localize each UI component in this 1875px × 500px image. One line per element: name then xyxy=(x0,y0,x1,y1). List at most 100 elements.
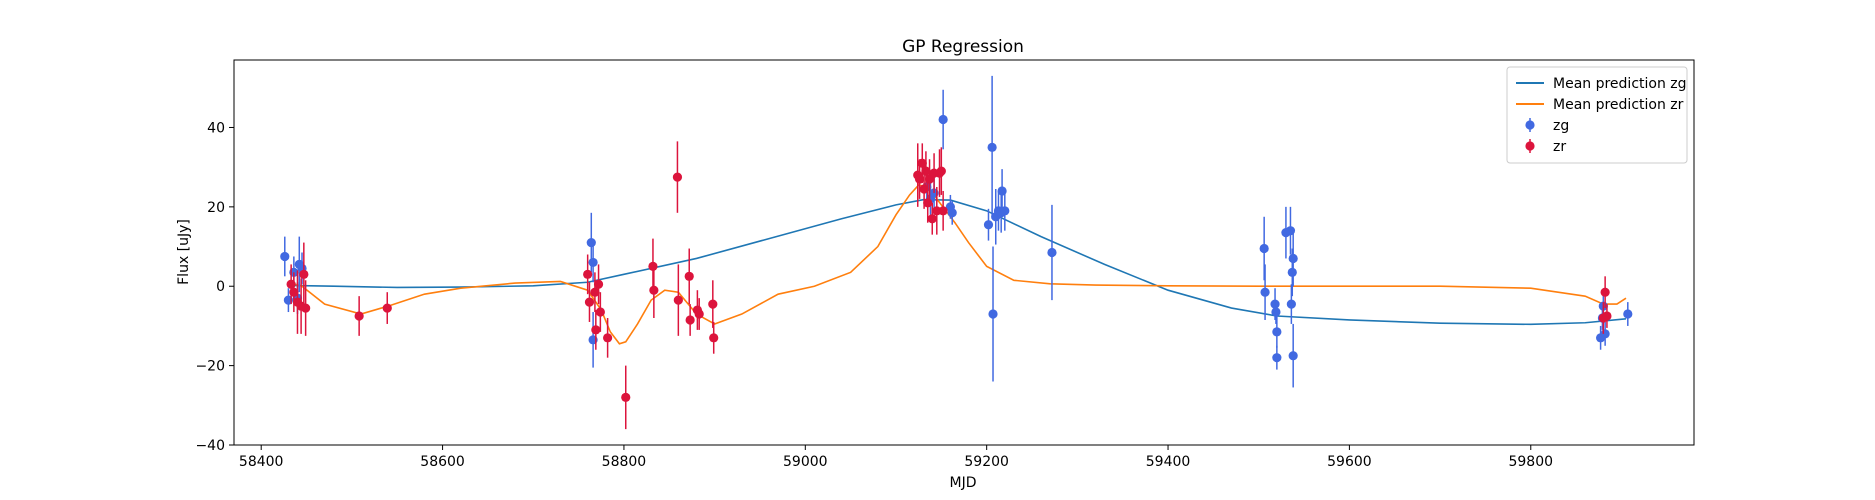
marker xyxy=(1271,307,1281,317)
legend-entry-mean-prediction-zg: Mean prediction zg xyxy=(1516,76,1687,92)
y-axis: −40 −20 0 20 40 xyxy=(195,120,234,454)
marker xyxy=(354,311,364,321)
marker xyxy=(684,271,694,281)
data-point-zg xyxy=(1288,230,1298,287)
marker xyxy=(672,172,683,182)
marker xyxy=(1000,206,1010,216)
data-point-zr xyxy=(927,202,937,235)
marker xyxy=(1272,327,1282,337)
data-point-zr xyxy=(621,365,631,430)
data-point-zg xyxy=(1259,216,1269,281)
data-point-zr xyxy=(301,280,311,336)
marker xyxy=(1270,299,1280,309)
marker xyxy=(917,158,927,168)
marker xyxy=(685,315,695,325)
legend-entry-zr: zr xyxy=(1525,139,1566,155)
x-tick-label: 58400 xyxy=(239,454,284,470)
data-point-zr xyxy=(709,321,719,354)
y-tick-label: −20 xyxy=(195,359,225,375)
marker xyxy=(289,287,299,297)
data-point-zg xyxy=(988,246,998,382)
marker xyxy=(988,309,998,319)
legend: Mean prediction zg Mean prediction zr zg zr xyxy=(1506,66,1688,164)
data-point-zr xyxy=(672,141,683,213)
x-tick-label: 58600 xyxy=(420,454,465,470)
x-tick-label: 58800 xyxy=(602,454,647,470)
y-tick-label: 20 xyxy=(207,200,225,216)
marker xyxy=(673,295,683,305)
data-point-zg xyxy=(1260,264,1270,320)
marker xyxy=(648,261,658,271)
marker xyxy=(649,285,659,295)
x-tick-label: 59000 xyxy=(783,454,828,470)
marker xyxy=(1288,351,1298,361)
y-tick-label: −40 xyxy=(195,438,225,454)
series-zg xyxy=(280,75,1633,388)
data-point-zg xyxy=(983,208,994,241)
marker xyxy=(983,220,994,230)
y-tick-label: 0 xyxy=(216,279,225,295)
legend-label: Mean prediction zr xyxy=(1553,97,1684,113)
legend-label: zr xyxy=(1553,139,1566,155)
marker xyxy=(709,333,719,343)
marker xyxy=(382,303,392,313)
data-point-zr xyxy=(694,298,704,330)
series-zr xyxy=(286,141,1612,430)
marker xyxy=(936,166,946,176)
data-point-zr xyxy=(595,292,605,332)
x-tick-label: 59800 xyxy=(1508,454,1553,470)
data-point-zg xyxy=(1271,300,1281,324)
data-point-zr xyxy=(932,187,942,235)
data-point-zr xyxy=(923,183,933,223)
data-point-zr xyxy=(685,304,695,336)
legend-label: Mean prediction zg xyxy=(1553,76,1687,92)
data-point-zr xyxy=(1600,276,1610,309)
data-point-zg xyxy=(1623,302,1633,326)
data-point-zr xyxy=(289,272,299,313)
x-tick-label: 59200 xyxy=(964,454,1009,470)
data-point-zr xyxy=(591,310,601,350)
marker xyxy=(947,208,957,218)
data-point-zr xyxy=(649,262,659,318)
data-point-zr xyxy=(938,190,948,231)
data-point-zr xyxy=(583,254,593,295)
marker xyxy=(590,287,600,297)
mean-prediction-line-zg xyxy=(288,198,1627,326)
data-point-zg xyxy=(588,242,598,283)
marker xyxy=(1286,299,1296,309)
data-point-zg xyxy=(1272,316,1282,348)
y-tick-label: 40 xyxy=(207,120,225,136)
marker xyxy=(921,166,931,176)
marker xyxy=(301,303,311,313)
data-point-zr xyxy=(593,264,604,305)
marker xyxy=(1600,287,1610,297)
legend-marker-swatch xyxy=(1525,141,1535,151)
legend-label: zg xyxy=(1553,118,1569,134)
x-axis: 58400 58600 58800 59000 59200 59400 59600 59800 xyxy=(239,445,1553,470)
data-point-zr xyxy=(354,296,364,336)
marker xyxy=(1602,311,1612,321)
data-point-zr xyxy=(684,248,694,305)
mean-prediction-line-zr xyxy=(288,184,1627,345)
marker xyxy=(591,325,601,335)
marker xyxy=(299,269,309,279)
marker xyxy=(1272,353,1282,363)
data-point-zg xyxy=(280,236,290,277)
data-point-zr xyxy=(584,282,595,322)
marker xyxy=(280,251,290,262)
marker xyxy=(1287,267,1297,277)
marker xyxy=(593,279,604,289)
marker xyxy=(586,237,596,248)
marker xyxy=(932,206,942,216)
marker xyxy=(1623,309,1633,319)
marker xyxy=(927,214,937,224)
plot-area xyxy=(280,75,1633,430)
data-point-zr xyxy=(648,238,658,295)
marker xyxy=(621,392,631,402)
data-point-zg xyxy=(1272,345,1282,370)
y-axis-label: Flux [uJy] xyxy=(176,219,192,285)
data-point-zg xyxy=(1288,323,1298,388)
data-point-zr xyxy=(917,143,927,184)
marker xyxy=(938,206,948,216)
